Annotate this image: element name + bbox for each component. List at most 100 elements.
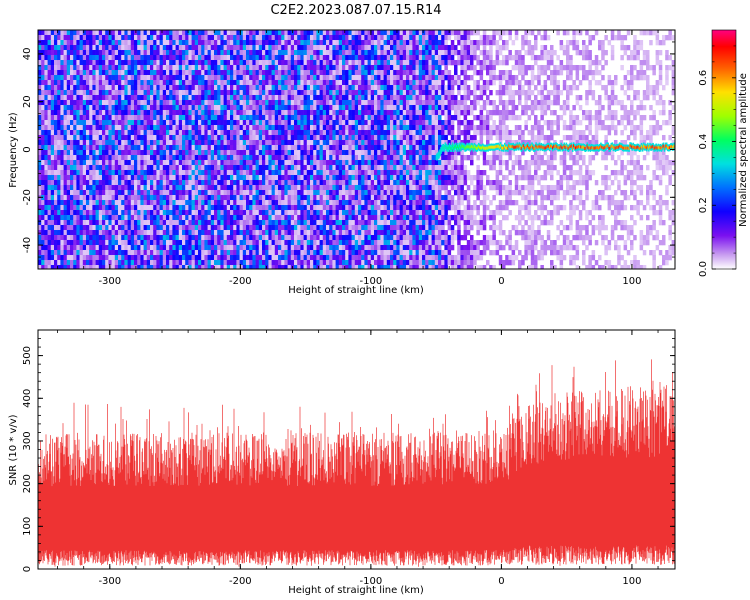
heatmap-cell <box>278 255 282 261</box>
heatmap-cell <box>118 35 122 41</box>
heatmap-cell <box>313 125 317 131</box>
heatmap-cell <box>316 165 320 171</box>
heatmap-cell <box>127 260 132 266</box>
heatmap-cell <box>178 250 183 256</box>
heatmap-cell <box>50 240 55 246</box>
heatmap-cell <box>127 245 132 251</box>
heatmap-cell <box>121 255 125 261</box>
heatmap-cell <box>105 110 109 116</box>
heatmap-cell <box>252 95 256 101</box>
heatmap-cell <box>191 215 196 221</box>
heatmap-cell <box>367 55 372 61</box>
heatmap-cell <box>191 175 196 181</box>
heatmap-cell <box>287 30 292 36</box>
heatmap-cell <box>98 160 103 166</box>
heatmap-cell <box>185 90 189 96</box>
heatmap-cell <box>185 225 189 231</box>
heatmap-cell <box>358 55 362 61</box>
heatmap-cell <box>198 160 202 166</box>
heatmap-cell <box>284 170 288 176</box>
heatmap-cell <box>191 185 196 191</box>
heatmap-cell <box>210 80 215 86</box>
heatmap-cell <box>70 105 74 111</box>
heatmap-cell <box>198 150 202 156</box>
heatmap-cell <box>143 80 148 86</box>
heatmap-cell <box>150 135 154 141</box>
heatmap-cell <box>210 55 215 61</box>
heatmap-cell <box>143 115 148 121</box>
heatmap-cell <box>201 50 205 56</box>
heatmap-cell <box>140 125 144 131</box>
heatmap-cell <box>354 40 359 46</box>
heatmap-cell <box>220 110 224 116</box>
heatmap-cell <box>60 50 64 56</box>
heatmap-cell <box>246 230 250 236</box>
heatmap-cell <box>204 220 208 226</box>
heatmap-cell <box>108 60 112 66</box>
heatmap-cell <box>284 60 288 66</box>
heatmap-cell <box>306 105 311 111</box>
heatmap-cell <box>134 255 138 261</box>
heatmap-cell <box>150 75 154 81</box>
heatmap-cell <box>278 200 282 206</box>
heatmap-cell <box>130 185 135 191</box>
heatmap-cell <box>38 45 42 51</box>
heatmap-cell <box>89 65 93 71</box>
heatmap-cell <box>220 260 224 266</box>
heatmap-cell <box>140 200 144 206</box>
heatmap-cell <box>361 115 365 121</box>
heatmap-cell <box>242 215 247 221</box>
heatmap-cell <box>255 155 260 161</box>
heatmap-cell <box>358 240 362 246</box>
heatmap-cell <box>252 30 256 36</box>
heatmap-cell <box>316 95 320 101</box>
heatmap-cell <box>63 230 68 236</box>
heatmap-cell <box>143 70 148 76</box>
heatmap-cell <box>265 35 269 41</box>
heatmap-cell <box>332 120 336 126</box>
heatmap-cell <box>345 205 349 211</box>
heatmap-cell <box>54 35 58 41</box>
heatmap-cell <box>214 210 218 216</box>
heatmap-cell <box>262 250 266 256</box>
heatmap-cell <box>223 115 228 121</box>
heatmap-cell <box>367 235 372 241</box>
heatmap-cell <box>274 125 279 131</box>
heatmap-cell <box>204 35 208 41</box>
heatmap-cell <box>166 110 170 116</box>
heatmap-cell <box>140 55 144 61</box>
heatmap-cell <box>358 105 362 111</box>
heatmap-cell <box>310 40 314 46</box>
heatmap-cell <box>76 265 80 269</box>
heatmap-cell <box>143 185 148 191</box>
heatmap-cell <box>246 50 250 56</box>
heatmap-cell <box>98 250 103 256</box>
heatmap-cell <box>114 175 119 181</box>
heatmap-cell <box>92 250 96 256</box>
heatmap-cell <box>329 95 333 101</box>
heatmap-cell <box>89 75 93 81</box>
heatmap-cell <box>233 80 237 86</box>
heatmap-cell <box>249 95 253 101</box>
heatmap-cell <box>249 220 253 226</box>
heatmap-cell <box>361 210 365 216</box>
heatmap-cell <box>230 180 234 186</box>
heatmap-cell <box>210 240 215 246</box>
heatmap-cell <box>332 100 336 106</box>
heatmap-cell <box>351 135 356 141</box>
heatmap-cell <box>134 200 138 206</box>
heatmap-cell <box>278 120 282 126</box>
heatmap-cell <box>220 80 224 86</box>
heatmap-cell <box>223 105 228 111</box>
heatmap-cell <box>217 145 221 151</box>
heatmap-cell <box>265 240 269 246</box>
heatmap-cell <box>230 75 234 81</box>
heatmap-cell <box>338 170 343 176</box>
heatmap-cell <box>332 205 336 211</box>
heatmap-cell <box>204 90 208 96</box>
heatmap-cell <box>105 215 109 221</box>
heatmap-cell <box>124 30 128 36</box>
heatmap-cell <box>76 35 80 41</box>
heatmap-cell <box>326 95 330 101</box>
heatmap-cell <box>358 140 362 146</box>
